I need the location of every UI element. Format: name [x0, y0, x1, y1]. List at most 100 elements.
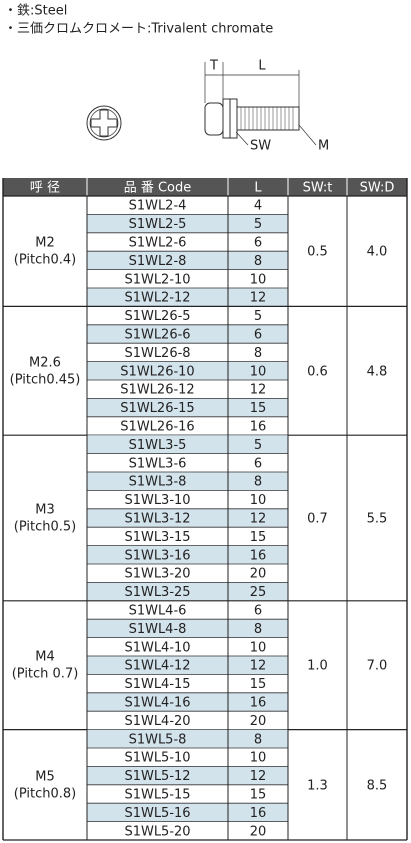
screw-diagram — [86, 62, 317, 146]
code-cell: S1WL5-12 — [124, 769, 190, 784]
row-shade — [87, 582, 288, 601]
dim-label: L — [258, 59, 266, 74]
spec-table: 呼 径 品 番 Code L SW:t SW:D S1WL2-4 4 S1WL2-5 5 S1WL… — [2, 178, 408, 841]
length-cell: 6 — [254, 328, 262, 343]
length-cell: 6 — [254, 604, 262, 619]
length-cell: 6 — [254, 236, 262, 251]
code-cell: S1WL2-4 — [129, 199, 187, 214]
code-cell: S1WL5-16 — [124, 806, 190, 821]
code-cell: S1WL4-16 — [124, 696, 190, 711]
code-cell: S1WL3-8 — [129, 475, 187, 490]
code-cell: S1WL5-8 — [129, 732, 187, 747]
code-cell: S1WL4-8 — [129, 622, 187, 637]
length-cell: 8 — [254, 732, 262, 747]
length-cell: 10 — [250, 364, 267, 379]
row-shade — [87, 398, 288, 417]
length-cell: 20 — [250, 567, 267, 582]
pitch-cell: (Pitch0.8) — [14, 786, 76, 801]
size-cell: M5 — [35, 769, 55, 784]
code-cell: S1WL5-20 — [124, 824, 190, 839]
header-cell: 品 番 Code — [124, 181, 192, 196]
length-cell: 10 — [250, 751, 267, 766]
length-cell: 10 — [250, 272, 267, 287]
row-shade — [87, 766, 288, 785]
length-cell: 12 — [250, 769, 267, 784]
header-cell: SW:t — [303, 181, 333, 196]
length-cell: 15 — [250, 401, 267, 416]
sw-t-cell: 0.5 — [307, 245, 328, 260]
sw-d-cell: 5.5 — [367, 512, 388, 527]
code-cell: S1WL2-5 — [129, 217, 187, 232]
row-shade — [87, 324, 288, 344]
length-cell: 8 — [254, 346, 262, 361]
length-cell: 12 — [250, 383, 267, 398]
row-shade — [87, 214, 288, 233]
header-cell: SW:D — [360, 181, 395, 196]
length-cell: 12 — [250, 659, 267, 674]
length-cell: 12 — [250, 291, 267, 306]
code-cell: S1WL2-10 — [124, 272, 190, 287]
code-cell: S1WL26-12 — [120, 383, 194, 398]
length-cell: 20 — [250, 824, 267, 839]
length-cell: 20 — [250, 714, 267, 729]
row-shade — [87, 619, 288, 638]
code-cell: S1WL26-8 — [124, 346, 190, 361]
length-cell: 5 — [254, 217, 262, 232]
dim-label: SW — [250, 139, 271, 154]
header-bg — [3, 178, 407, 196]
sw-d-cell: 4.8 — [367, 364, 388, 379]
length-cell: 5 — [254, 309, 262, 324]
length-cell: 10 — [250, 640, 267, 655]
length-cell: 15 — [250, 677, 267, 692]
code-cell: S1WL3-5 — [129, 438, 187, 453]
length-cell: 10 — [250, 493, 267, 508]
row-shade — [87, 656, 288, 675]
code-cell: S1WL2-8 — [129, 254, 187, 269]
sw-t-cell: 0.7 — [307, 512, 328, 527]
code-cell: S1WL3-12 — [124, 512, 190, 527]
row-shade — [87, 361, 288, 380]
code-cell: S1WL5-15 — [124, 788, 190, 803]
length-cell: 8 — [254, 254, 262, 269]
sw-d-cell: 4.0 — [367, 245, 388, 260]
code-cell: S1WL26-10 — [120, 364, 194, 379]
size-cell: M2.6 — [29, 355, 61, 370]
sw-d-cell: 7.0 — [367, 659, 388, 674]
row-shade — [87, 472, 288, 491]
row-shade — [87, 692, 288, 712]
pitch-cell: (Pitch0.45) — [10, 372, 81, 387]
code-cell: S1WL4-10 — [124, 640, 190, 655]
row-shade — [87, 803, 288, 822]
code-cell: S1WL4-20 — [124, 714, 190, 729]
code-cell: S1WL26-5 — [124, 309, 190, 324]
length-cell: 16 — [250, 806, 267, 821]
code-cell: S1WL3-20 — [124, 567, 190, 582]
code-cell: S1WL3-16 — [124, 548, 190, 563]
length-cell: 16 — [250, 420, 267, 435]
code-cell: S1WL3-15 — [124, 530, 190, 545]
code-cell: S1WL3-6 — [129, 456, 187, 471]
note: ・三価クロムクロメート:Trivalent chromate — [4, 22, 273, 37]
length-cell: 4 — [254, 199, 262, 214]
length-cell: 12 — [250, 512, 267, 527]
header-cell: 呼 径 — [30, 181, 60, 196]
length-cell: 15 — [250, 788, 267, 803]
size-cell: M2 — [35, 236, 55, 251]
code-cell: S1WL3-10 — [124, 493, 190, 508]
size-cell: M3 — [35, 503, 55, 518]
length-cell: 25 — [250, 585, 267, 600]
code-cell: S1WL2-12 — [124, 291, 190, 306]
code-cell: S1WL2-6 — [129, 236, 187, 251]
sw-d-cell: 8.5 — [367, 778, 388, 793]
length-cell: 8 — [254, 475, 262, 490]
pitch-cell: (Pitch0.4) — [14, 253, 76, 268]
row-shade — [87, 545, 288, 564]
dim-label: M — [318, 139, 329, 154]
code-cell: S1WL4-12 — [124, 659, 190, 674]
length-cell: 6 — [254, 456, 262, 471]
code-cell: S1WL4-15 — [124, 677, 190, 692]
sw-t-cell: 0.6 — [307, 364, 328, 379]
note: ・鉄:Steel — [4, 4, 67, 19]
length-cell: 15 — [250, 530, 267, 545]
